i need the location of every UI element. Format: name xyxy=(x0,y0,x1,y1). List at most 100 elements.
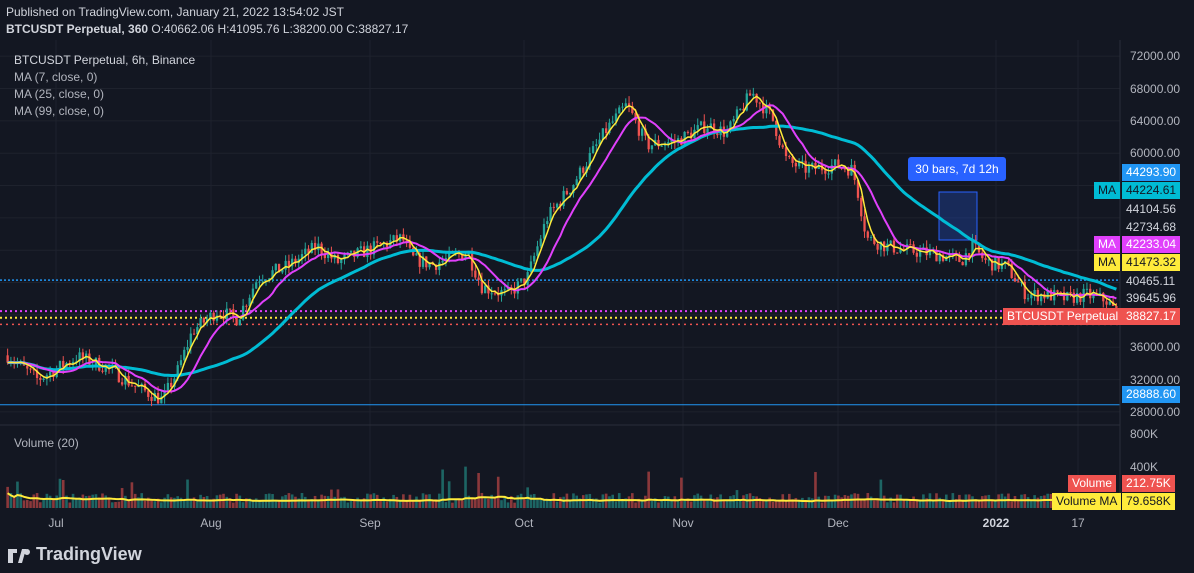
candle-body xyxy=(434,264,438,270)
tradingview-icon xyxy=(8,549,30,563)
candle-body xyxy=(186,347,189,350)
candle-body xyxy=(395,235,398,242)
volume-bar xyxy=(78,497,81,508)
candle-body xyxy=(1000,262,1004,269)
candle-body xyxy=(765,104,768,114)
volume-bar xyxy=(980,496,984,508)
candle xyxy=(372,237,376,259)
candle-body xyxy=(739,108,742,110)
volume-bar xyxy=(663,496,667,508)
candle-body xyxy=(261,281,264,283)
candle-body xyxy=(1007,261,1010,264)
price-tick: 64000.00 xyxy=(1130,113,1181,128)
volume-bar xyxy=(58,478,62,508)
volume-bar xyxy=(683,500,686,508)
volume-bar xyxy=(817,496,821,508)
volume-bar xyxy=(843,495,847,508)
candle-body xyxy=(438,262,441,270)
candle-body xyxy=(958,254,961,262)
volume-bar xyxy=(163,497,166,508)
volume-bar xyxy=(899,494,902,508)
volume-bar xyxy=(1033,495,1036,508)
volume-bar xyxy=(379,500,382,508)
tradingview-logo[interactable]: TradingView xyxy=(8,544,142,565)
candle-body xyxy=(1059,292,1062,294)
candle xyxy=(807,161,811,178)
candle-body xyxy=(987,259,990,261)
candle xyxy=(490,287,493,300)
volume-bar xyxy=(333,496,337,508)
volume-bar xyxy=(742,495,745,508)
candle xyxy=(120,377,124,387)
legend-ma7[interactable]: MA (7, close, 0) xyxy=(14,70,98,84)
candle-body xyxy=(163,390,166,397)
volume-bar xyxy=(71,493,75,508)
candle-body xyxy=(235,315,238,326)
candle-body xyxy=(428,263,431,268)
candle-body xyxy=(1030,294,1033,299)
volume-bar xyxy=(732,495,736,508)
volume-bar xyxy=(598,502,601,508)
candle-body xyxy=(588,153,591,167)
candle-body xyxy=(88,353,91,365)
volume-tick: 400K xyxy=(1130,460,1159,474)
candle xyxy=(45,373,49,386)
candle-body xyxy=(670,139,673,143)
volume-bar xyxy=(411,500,415,508)
candle xyxy=(582,166,585,176)
candle xyxy=(140,382,143,394)
legend-ma99[interactable]: MA (99, close, 0) xyxy=(14,104,105,118)
candle xyxy=(163,383,166,404)
volume-bar xyxy=(307,500,310,508)
candle xyxy=(644,124,647,141)
candle-body xyxy=(624,103,627,107)
legend-symbol[interactable]: BTCUSDT Perpetual, 6h, Binance xyxy=(14,53,196,67)
candle-body xyxy=(202,317,206,323)
volume-bar xyxy=(173,497,176,508)
volume-bar xyxy=(6,486,9,508)
candle xyxy=(699,120,703,127)
candle-body xyxy=(984,258,987,260)
legend-ma25[interactable]: MA (25, close, 0) xyxy=(14,87,105,101)
candle-body xyxy=(503,289,506,291)
candle-body xyxy=(755,93,758,103)
candle-body xyxy=(735,109,739,119)
volume-ma-line xyxy=(7,492,1117,503)
volume-bar xyxy=(670,500,673,508)
candle xyxy=(183,346,186,362)
measure-tooltip: 30 bars, 7d 12h xyxy=(908,157,1006,181)
volume-bar xyxy=(241,502,245,508)
candles xyxy=(6,87,1118,407)
candle-body xyxy=(117,366,120,383)
candle-body xyxy=(1046,289,1049,299)
candle-body xyxy=(42,378,45,380)
candle-body xyxy=(915,252,919,257)
candle-body xyxy=(81,352,85,359)
candle xyxy=(255,279,258,290)
candle-body xyxy=(519,278,523,282)
volume-bar xyxy=(895,494,899,508)
volume-badge: 79.658K xyxy=(1122,493,1175,510)
candle xyxy=(801,155,804,168)
legend-volume[interactable]: Volume (20) xyxy=(14,436,79,450)
candle-body xyxy=(598,139,601,145)
candle-body xyxy=(856,180,860,198)
candle xyxy=(124,372,127,390)
volume-bar xyxy=(948,500,951,508)
volume-bar xyxy=(454,498,458,508)
candle-body xyxy=(1075,293,1079,303)
candle-body xyxy=(833,159,837,166)
volume-bar xyxy=(506,502,510,508)
candle xyxy=(1079,292,1082,306)
volume-bar xyxy=(1026,497,1030,508)
candle xyxy=(379,241,382,245)
volume-bar xyxy=(320,494,323,508)
candle-body xyxy=(533,255,536,262)
candle xyxy=(134,385,137,393)
candle xyxy=(758,101,762,110)
candle xyxy=(81,348,85,364)
volume-bar xyxy=(52,499,55,508)
ma25-line xyxy=(7,104,1117,393)
candle-body xyxy=(291,258,294,267)
